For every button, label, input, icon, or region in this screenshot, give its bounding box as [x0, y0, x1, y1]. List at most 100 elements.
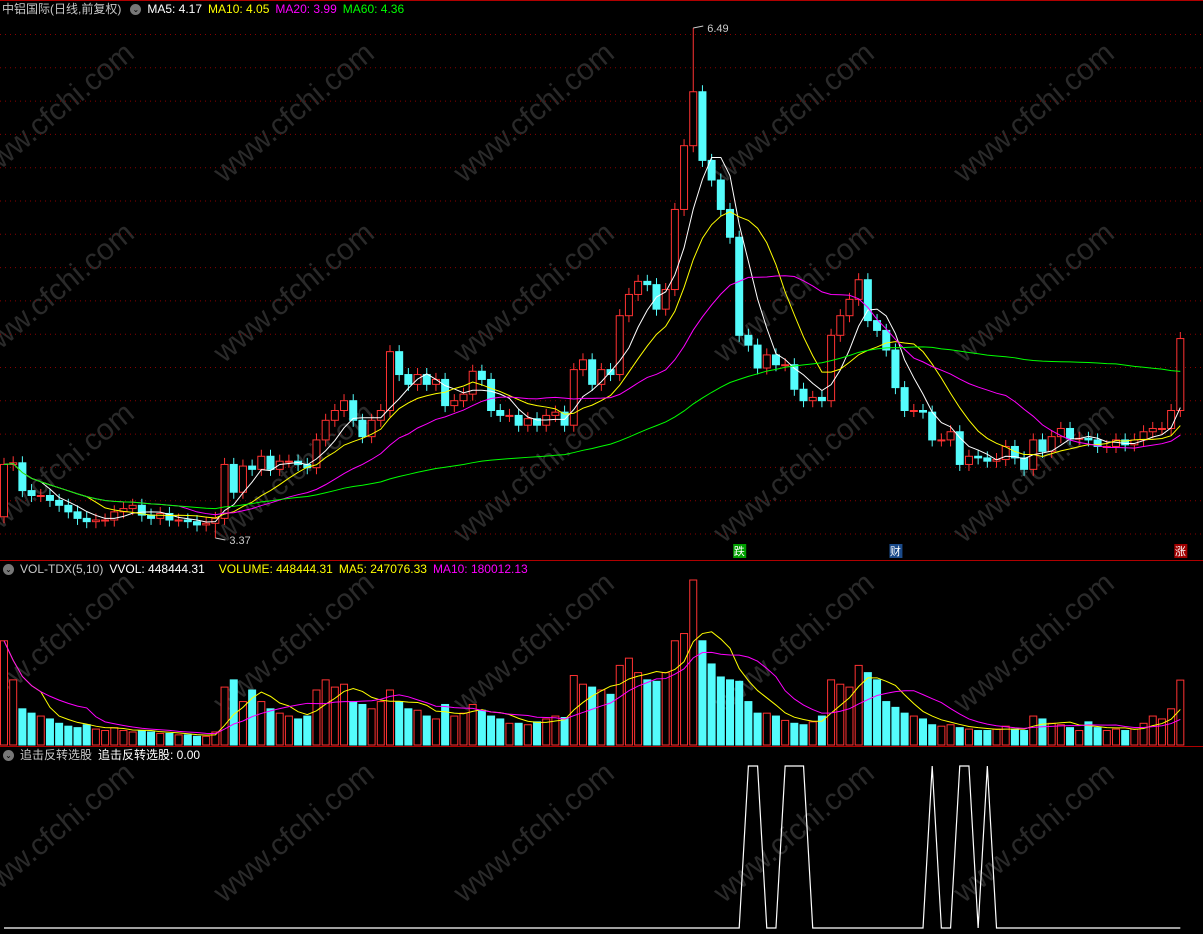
candle-down	[349, 400, 358, 421]
volume-bar	[330, 686, 339, 746]
candle-down	[27, 490, 36, 497]
volume-bar	[588, 686, 597, 746]
candle-down	[514, 414, 523, 426]
candle-up	[578, 359, 587, 371]
volume-bar	[1139, 722, 1148, 746]
candle-up	[36, 495, 45, 497]
volume-bar	[119, 730, 128, 746]
candle-down	[1093, 439, 1102, 447]
volume-bar	[744, 701, 753, 746]
volume-bar	[615, 664, 624, 746]
candle-up	[220, 463, 229, 519]
volume-bar	[909, 715, 918, 746]
indicator-header: ⌄ 追击反转选股 追击反转选股: 0.00	[0, 747, 206, 764]
candle-up	[781, 364, 790, 367]
price-annotation-pointer	[693, 25, 704, 29]
volume-bar	[55, 722, 64, 746]
volume-bar	[946, 724, 955, 746]
event-marker	[1174, 544, 1188, 558]
candle-up	[845, 298, 854, 317]
candle-down	[404, 374, 413, 385]
candle-down	[753, 344, 762, 369]
watermark: www.cfchi.com	[447, 216, 621, 369]
candle-up	[431, 378, 440, 385]
volume-bar	[101, 730, 110, 746]
candle-down	[790, 364, 799, 390]
candle-down	[955, 431, 964, 465]
volume-bar	[248, 689, 257, 746]
candle-down	[64, 504, 73, 513]
volume-bar	[413, 709, 422, 746]
volume-bar	[367, 708, 376, 746]
candle-up	[937, 439, 946, 442]
volume-bar	[229, 679, 238, 746]
candle-down	[974, 455, 983, 459]
chevron-down-icon[interactable]: ⌄	[3, 750, 14, 761]
volume-bar	[36, 715, 45, 746]
indicator-name: 追击反转选股	[20, 748, 93, 762]
volume-bar	[137, 730, 146, 746]
volume-bar	[836, 683, 845, 746]
volume-bar	[1029, 715, 1038, 746]
candle-down	[487, 378, 496, 412]
volume-label: VOLUME: 448444.31	[218, 562, 333, 576]
candle-up	[284, 460, 293, 463]
candle-down	[165, 512, 174, 521]
candle-down	[55, 499, 64, 506]
volume-bar	[349, 701, 358, 746]
candle-down	[18, 462, 27, 492]
volume-bar	[955, 727, 964, 746]
candle-up	[238, 465, 247, 493]
candle-down	[229, 463, 238, 493]
candle-down	[726, 208, 735, 238]
volume-bar	[964, 728, 973, 746]
volume-bar	[1020, 730, 1029, 746]
volume-bar	[992, 728, 1001, 746]
candle-up	[634, 280, 643, 295]
chevron-down-icon[interactable]: ⌄	[3, 564, 14, 575]
candle-down	[183, 519, 192, 523]
volume-bar	[376, 701, 385, 746]
ma10-label: MA10: 4.05	[208, 2, 270, 16]
volume-bar	[578, 683, 587, 746]
watermark: www.cfchi.com	[0, 36, 140, 189]
candle-down	[863, 279, 872, 322]
candle-up	[275, 460, 284, 470]
candle-up	[367, 419, 376, 438]
volume-bar	[266, 708, 275, 746]
chevron-down-icon[interactable]: ⌄	[130, 4, 142, 15]
volume-bar	[321, 679, 330, 746]
watermark: www.cfchi.com	[707, 756, 881, 909]
volume-bar	[716, 676, 725, 746]
volume-bar	[174, 734, 183, 746]
ma10-line	[3, 211, 1181, 519]
candle-up	[680, 145, 689, 210]
volume-bar	[781, 719, 790, 746]
candle-up	[523, 418, 532, 426]
candle-up	[312, 439, 321, 469]
candle-down	[817, 396, 826, 402]
candle-down	[192, 521, 201, 526]
candle-down	[716, 179, 725, 210]
watermark: www.cfchi.com	[207, 216, 381, 369]
candle-up	[1056, 427, 1065, 438]
volume-bar	[1010, 728, 1019, 746]
chart-title: 中铝国际(日线,前复权)	[2, 2, 122, 16]
volume-bar	[726, 679, 735, 746]
candle-up	[385, 351, 394, 411]
candle-down	[891, 349, 900, 389]
volume-bar	[165, 732, 174, 746]
candle-down	[137, 504, 146, 516]
volume-bar	[689, 579, 698, 746]
candle-up	[505, 414, 514, 417]
watermark: www.cfchi.com	[207, 36, 381, 189]
volume-bar	[698, 640, 707, 746]
volume-bar	[82, 724, 91, 746]
volume-bar	[1084, 721, 1093, 746]
volume-bar	[385, 689, 394, 746]
candle-up	[450, 400, 459, 407]
ma20-label: MA20: 3.99	[275, 2, 337, 16]
candle-up	[1157, 427, 1166, 430]
candle-down	[588, 359, 597, 385]
